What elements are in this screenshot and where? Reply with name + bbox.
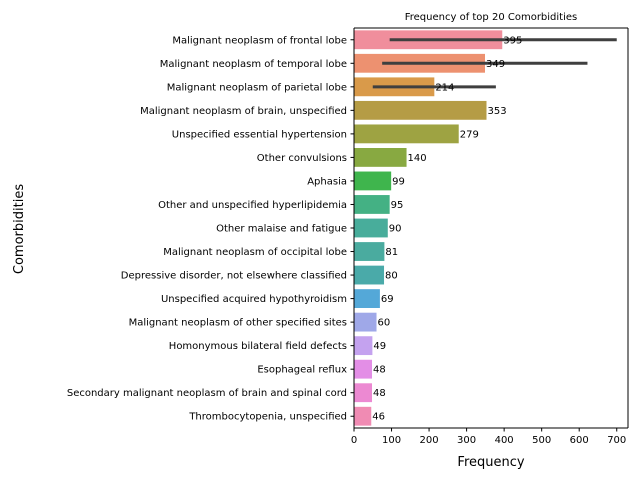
bar-value-label: 69 (381, 294, 394, 305)
bar-value-label: 46 (372, 412, 385, 423)
y-tick-label: Thrombocytopenia, unspecified (188, 412, 347, 423)
y-tick-label: Malignant neoplasm of parietal lobe (167, 82, 347, 93)
x-tick-label: 400 (495, 435, 514, 446)
bar (354, 383, 373, 403)
y-axis-label: Comorbidities (12, 184, 27, 274)
bar (354, 312, 377, 332)
bar (354, 289, 380, 308)
bar-value-label: 349 (486, 59, 505, 70)
y-tick-label: Malignant neoplasm of occipital lobe (163, 247, 347, 258)
bar-value-label: 95 (391, 200, 404, 211)
x-axis-label: Frequency (457, 455, 524, 470)
bar-value-label: 99 (392, 176, 405, 187)
x-tick-label: 200 (420, 435, 439, 446)
x-axis-group: 0 100 200 300 400 500 600 700 (351, 428, 626, 446)
bar-value-label: 48 (373, 388, 386, 399)
chart-title: Frequency of top 20 Comorbidities (405, 12, 578, 23)
bar (354, 359, 373, 379)
y-tick-label: Unspecified essential hypertension (172, 129, 347, 140)
bar (354, 148, 407, 167)
bar-value-label: 90 (389, 224, 402, 235)
bar-value-label: 214 (435, 82, 454, 93)
bar-value-label: 353 (487, 106, 506, 117)
bar (354, 124, 459, 144)
error-bars-group (372, 38, 617, 89)
x-tick-label: 500 (532, 435, 551, 446)
y-tick-label: Secondary malignant neoplasm of brain an… (67, 388, 347, 399)
bar (354, 336, 373, 356)
bar-value-label: 49 (373, 341, 386, 352)
bar-value-label: 279 (460, 129, 479, 140)
y-tick-label: Other and unspecified hyperlipidemia (158, 200, 347, 211)
y-tick-label: Malignant neoplasm of frontal lobe (172, 35, 347, 46)
x-tick-label: 700 (607, 435, 626, 446)
bar (354, 100, 487, 120)
y-tick-label: Aphasia (307, 176, 347, 187)
y-tick-label: Other convulsions (257, 153, 347, 164)
bar (354, 242, 385, 261)
value-labels-group: 395 349 214 353 279 140 99 95 90 81 80 69 60 49 48 48 46 (372, 35, 522, 422)
bar (354, 265, 385, 285)
bar (354, 218, 388, 238)
bar-value-label: 48 (373, 365, 386, 376)
x-tick-label: 0 (351, 435, 357, 446)
y-tick-label: Esophageal reflux (257, 365, 347, 376)
x-tick-label: 100 (382, 435, 401, 446)
bars-group (354, 30, 503, 426)
bar-value-label: 81 (385, 247, 398, 258)
y-tick-label: Malignant neoplasm of temporal lobe (160, 59, 347, 70)
y-tick-label: Depressive disorder, not elsewhere class… (121, 271, 347, 282)
y-tick-label: Homonymous bilateral field defects (169, 341, 347, 352)
bar-value-label: 140 (408, 153, 427, 164)
bar-value-label: 60 (378, 318, 391, 329)
bar (354, 195, 390, 214)
x-tick-label: 600 (570, 435, 589, 446)
bar-value-label: 395 (503, 35, 522, 46)
y-tick-labels-group: Malignant neoplasm of frontal lobe Malign… (67, 35, 354, 423)
bar (354, 171, 392, 191)
y-tick-label: Unspecified acquired hypothyroidism (161, 294, 347, 305)
y-tick-label: Other malaise and fatigue (216, 224, 347, 235)
bar-value-label: 80 (385, 271, 398, 282)
bar (354, 406, 372, 426)
y-tick-label: Malignant neoplasm of other specified si… (129, 318, 347, 329)
x-tick-label: 300 (457, 435, 476, 446)
y-tick-label: Malignant neoplasm of brain, unspecified (140, 106, 347, 117)
